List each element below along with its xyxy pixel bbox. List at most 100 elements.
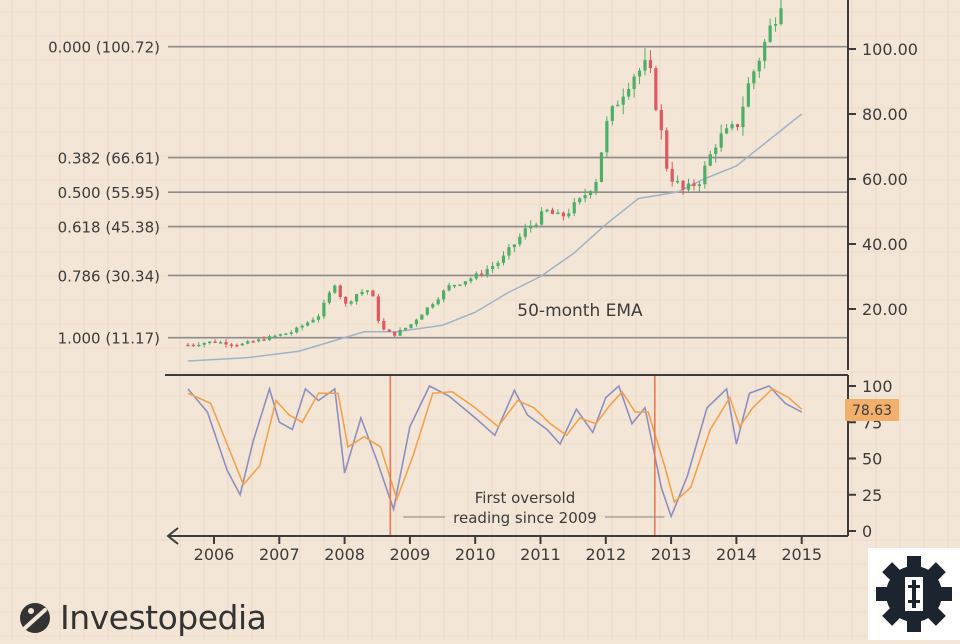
candle-body xyxy=(757,60,761,72)
stochastic-k-line xyxy=(187,384,803,519)
candle-body xyxy=(333,285,337,293)
candle-body xyxy=(246,341,250,344)
candle-body xyxy=(420,314,424,320)
candle-body xyxy=(643,60,647,71)
candle-body xyxy=(316,316,321,320)
candle-body xyxy=(403,327,408,331)
fib-level-label: 0.618 (45.38) xyxy=(58,219,160,237)
candle-body xyxy=(463,281,468,285)
candle-body xyxy=(267,336,272,341)
x-tick-label: 2011 xyxy=(520,545,561,564)
price-tick-label: 100.00 xyxy=(862,40,918,59)
candle-body xyxy=(654,68,658,110)
candle-body xyxy=(431,304,435,308)
candle-body xyxy=(485,269,489,275)
candle-body xyxy=(599,152,604,182)
candle-body xyxy=(746,83,750,107)
candle-body xyxy=(588,191,593,196)
candle-body xyxy=(398,330,402,336)
candle-body xyxy=(676,180,680,183)
fib-level-lines: 0.000 (100.72) 0.382 (66.61) 0.500 (55.95)… xyxy=(48,39,848,348)
stochastic-lines xyxy=(187,384,803,519)
candle-body xyxy=(300,325,304,328)
candle-body xyxy=(518,236,522,245)
candle-body xyxy=(442,290,446,300)
candle-body xyxy=(469,278,473,282)
stochastic-tick-label: 0 xyxy=(862,522,872,541)
candle-body xyxy=(262,339,266,341)
candle-body xyxy=(480,273,484,275)
candle-body xyxy=(349,301,353,304)
candle-body xyxy=(295,327,299,333)
x-tick-label: 2007 xyxy=(259,545,300,564)
candle-body xyxy=(311,319,315,323)
candle-body xyxy=(218,342,223,344)
candle-body xyxy=(197,344,201,347)
candle-body xyxy=(730,124,734,129)
gear-dollar-icon xyxy=(876,556,952,632)
price-tick-label: 80.00 xyxy=(862,105,908,124)
candle-body xyxy=(235,344,239,347)
candle-body xyxy=(354,294,359,302)
candle-body xyxy=(371,290,375,297)
candle-body xyxy=(529,225,533,229)
candle-body xyxy=(240,343,244,346)
candle-body xyxy=(501,255,506,263)
candle-body xyxy=(208,341,212,344)
candle-body xyxy=(344,296,348,304)
candle-body xyxy=(257,339,261,342)
candle-body xyxy=(289,332,293,334)
corner-badge xyxy=(868,548,960,640)
oversold-markers xyxy=(389,376,665,535)
brand: Investopedia xyxy=(18,598,267,637)
candle-body xyxy=(719,133,723,148)
fib-level-label: 0.786 (30.34) xyxy=(58,267,160,285)
x-axis-arrow-icon xyxy=(166,527,179,545)
x-tick-label: 2014 xyxy=(716,545,757,564)
candle-body xyxy=(409,324,413,328)
candle-body xyxy=(539,211,544,225)
candle-body xyxy=(322,302,326,317)
x-tick-label: 2008 xyxy=(324,545,365,564)
x-tick-label: 2015 xyxy=(781,545,822,564)
candle-body xyxy=(692,183,696,187)
candle-body xyxy=(491,265,495,270)
candle-body xyxy=(305,322,310,326)
oversold-annotation-line: reading since 2009 xyxy=(453,509,597,527)
candle-body xyxy=(507,247,511,256)
fib-level-label: 0.000 (100.72) xyxy=(48,39,160,57)
fib-level-label: 0.500 (55.95) xyxy=(58,184,160,202)
candle-body xyxy=(387,329,391,332)
candle-body xyxy=(773,24,778,26)
candle-body xyxy=(458,284,462,286)
candle-body xyxy=(447,285,451,291)
candle-body xyxy=(567,213,571,217)
candle-body xyxy=(202,343,206,345)
candle-body xyxy=(594,181,598,192)
price-tick-label: 40.00 xyxy=(862,235,908,254)
candle-body xyxy=(637,70,642,77)
candle-body xyxy=(278,334,282,336)
candle-body xyxy=(697,184,701,187)
candle-body xyxy=(752,71,756,84)
candle-body xyxy=(284,333,288,336)
candle-body xyxy=(725,128,729,134)
stochastic-tick-label: 25 xyxy=(862,486,882,505)
candle-body xyxy=(779,8,783,25)
brand-name: Investopedia xyxy=(60,598,267,637)
candle-body xyxy=(670,168,674,182)
candle-body xyxy=(452,284,457,287)
candle-body xyxy=(627,88,631,97)
candle-body xyxy=(251,341,255,343)
fib-level-label: 1.000 (11.17) xyxy=(58,330,160,348)
candle-body xyxy=(556,212,560,215)
candle-body xyxy=(763,41,767,61)
candle-body xyxy=(648,60,653,69)
candle-body xyxy=(703,165,707,185)
candle-body xyxy=(186,344,190,347)
candle-body xyxy=(681,180,685,190)
